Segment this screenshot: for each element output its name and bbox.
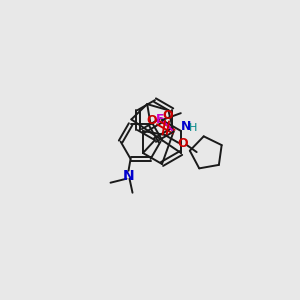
- Text: H: H: [189, 123, 197, 133]
- Text: O: O: [163, 109, 173, 122]
- Text: N: N: [123, 169, 134, 183]
- Text: F: F: [155, 113, 164, 126]
- Text: N: N: [181, 119, 191, 133]
- Text: O: O: [177, 137, 188, 150]
- Text: O: O: [147, 114, 157, 127]
